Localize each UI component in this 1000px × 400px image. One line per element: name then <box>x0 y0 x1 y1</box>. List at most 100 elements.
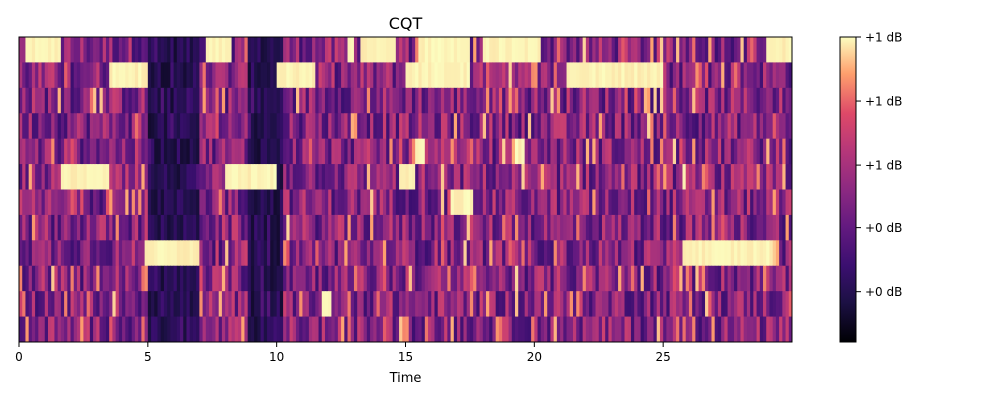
heatmap-cell <box>650 62 655 89</box>
heatmap-cell <box>685 316 690 342</box>
heatmap-cell <box>370 214 374 241</box>
heatmap-cell <box>109 164 114 191</box>
colorbar-tick-label: +0 dB <box>865 285 902 299</box>
heatmap-cell <box>463 214 468 241</box>
heatmap-cell <box>601 189 606 216</box>
heatmap-cell <box>486 164 490 191</box>
heatmap-cell <box>115 87 120 114</box>
heatmap-cell <box>775 62 780 89</box>
heatmap-cell <box>543 138 548 165</box>
heatmap-cell <box>450 240 455 267</box>
heatmap-cell <box>276 316 281 342</box>
heatmap-cell <box>376 37 381 64</box>
heatmap-cell <box>167 37 171 64</box>
heatmap-cell <box>479 62 484 89</box>
heatmap-cell <box>308 87 313 114</box>
heatmap-cell <box>550 87 555 114</box>
heatmap-cell <box>70 214 75 241</box>
heatmap-cell <box>605 87 610 114</box>
heatmap-cell <box>508 138 513 165</box>
heatmap-cell <box>672 316 677 342</box>
heatmap-cell <box>434 62 439 89</box>
heatmap-cell <box>273 316 278 342</box>
heatmap-cell <box>183 316 188 342</box>
heatmap-cell <box>122 316 126 342</box>
heatmap-cell <box>267 214 271 241</box>
heatmap-cell <box>35 164 39 191</box>
heatmap-cell <box>746 316 751 342</box>
heatmap-cell <box>25 164 30 191</box>
heatmap-cell <box>486 62 490 89</box>
colorbar <box>839 36 857 343</box>
heatmap-cell <box>221 37 226 64</box>
heatmap-cell <box>157 291 162 318</box>
heatmap-cell <box>289 62 294 89</box>
heatmap-cell <box>572 316 577 342</box>
heatmap-cell <box>627 265 632 292</box>
heatmap-cell <box>341 240 345 267</box>
heatmap-cell <box>389 113 394 140</box>
heatmap-cell <box>524 113 529 140</box>
heatmap-cell <box>122 164 126 191</box>
heatmap-cell <box>598 214 603 241</box>
heatmap-cell <box>659 291 664 318</box>
heatmap-cell <box>202 62 207 89</box>
heatmap-cell <box>263 316 268 342</box>
heatmap-cell <box>431 240 436 267</box>
heatmap-cell <box>424 87 429 114</box>
heatmap-cell <box>373 189 378 216</box>
heatmap-cell <box>163 138 168 165</box>
heatmap-cell <box>724 113 729 140</box>
heatmap-cell <box>128 291 133 318</box>
heatmap-cell <box>228 240 233 267</box>
heatmap-cell <box>370 87 374 114</box>
heatmap-cell <box>382 87 387 114</box>
heatmap-cell <box>147 189 152 216</box>
heatmap-cell <box>144 214 149 241</box>
heatmap-cell <box>695 138 700 165</box>
heatmap-cell <box>688 240 693 267</box>
heatmap-cell <box>479 316 484 342</box>
heatmap-cell <box>511 240 516 267</box>
heatmap-cell <box>234 214 239 241</box>
heatmap-cell <box>353 240 358 267</box>
heatmap-cell <box>122 62 126 89</box>
heatmap-cell <box>392 37 397 64</box>
heatmap-cell <box>35 37 39 64</box>
heatmap-cell <box>618 164 622 191</box>
heatmap-cell <box>672 189 677 216</box>
heatmap-cell <box>105 37 110 64</box>
heatmap-cell <box>25 113 30 140</box>
heatmap-cell <box>389 240 394 267</box>
heatmap-cell <box>437 62 442 89</box>
heatmap-cell <box>614 214 619 241</box>
heatmap-cell <box>608 240 613 267</box>
heatmap-cell <box>614 164 619 191</box>
heatmap-cell <box>685 87 690 114</box>
heatmap-cell <box>247 316 252 342</box>
heatmap-cell <box>495 240 500 267</box>
heatmap-cell <box>701 291 706 318</box>
heatmap-cell <box>785 240 790 267</box>
heatmap-cell <box>99 113 104 140</box>
x-tick-label: 10 <box>269 350 284 364</box>
heatmap-cell <box>60 265 65 292</box>
heatmap-cell <box>521 113 526 140</box>
heatmap-cell <box>360 62 365 89</box>
heatmap-cell <box>80 164 85 191</box>
heatmap-cell <box>180 113 184 140</box>
heatmap-cell <box>196 291 200 318</box>
heatmap-cell <box>347 291 352 318</box>
heatmap-cell <box>154 87 159 114</box>
heatmap-cell <box>302 265 307 292</box>
heatmap-cell <box>624 113 629 140</box>
heatmap-cell <box>331 189 336 216</box>
heatmap-cell <box>192 87 197 114</box>
heatmap-cell <box>128 62 133 89</box>
heatmap-cell <box>209 291 213 318</box>
heatmap-cell <box>67 62 72 89</box>
heatmap-cell <box>350 87 355 114</box>
heatmap-cell <box>437 214 442 241</box>
heatmap-cell <box>746 189 751 216</box>
heatmap-cell <box>389 265 394 292</box>
